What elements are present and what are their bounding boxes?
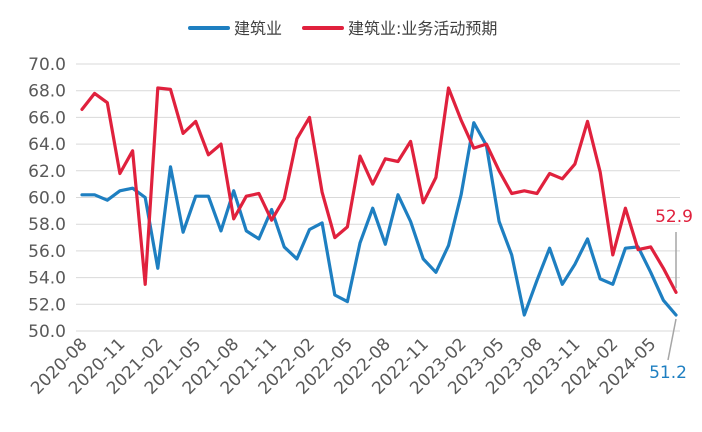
y-tick-label: 52.0: [28, 295, 66, 315]
y-tick-label: 58.0: [28, 215, 66, 235]
y-tick-label: 62.0: [28, 162, 66, 182]
series-line-expectation: [80, 86, 678, 294]
y-tick-label: 60.0: [28, 189, 66, 209]
y-axis: 70.0 68.0 66.0 64.0 62.0 60.0 58.0 56.0 54.0 52.0…: [28, 55, 66, 342]
x-axis: 2020-082020-112021-022021-052021-082021-…: [27, 334, 660, 398]
end-annotations: 52.9 51.2: [649, 207, 693, 383]
y-tick-label: 54.0: [28, 269, 66, 289]
y-tick-label: 56.0: [28, 242, 66, 262]
series-line-construction: [80, 121, 678, 317]
legend-label-construction: 建筑业: [234, 19, 282, 38]
leader-line-construction: [667, 318, 677, 361]
y-tick-label: 70.0: [28, 55, 66, 75]
series-lines: [80, 86, 678, 317]
y-tick-label: 68.0: [28, 82, 66, 102]
legend-label-expectation: 建筑业:业务活动预期: [348, 19, 497, 38]
end-label-construction: 51.2: [649, 363, 687, 383]
end-label-expectation: 52.9: [655, 207, 693, 227]
gridlines: [76, 63, 680, 332]
legend: 建筑业 建筑业:业务活动预期: [188, 19, 497, 38]
y-tick-label: 64.0: [28, 135, 66, 155]
y-tick-label: 66.0: [28, 108, 66, 128]
y-tick-label: 50.0: [28, 322, 66, 342]
